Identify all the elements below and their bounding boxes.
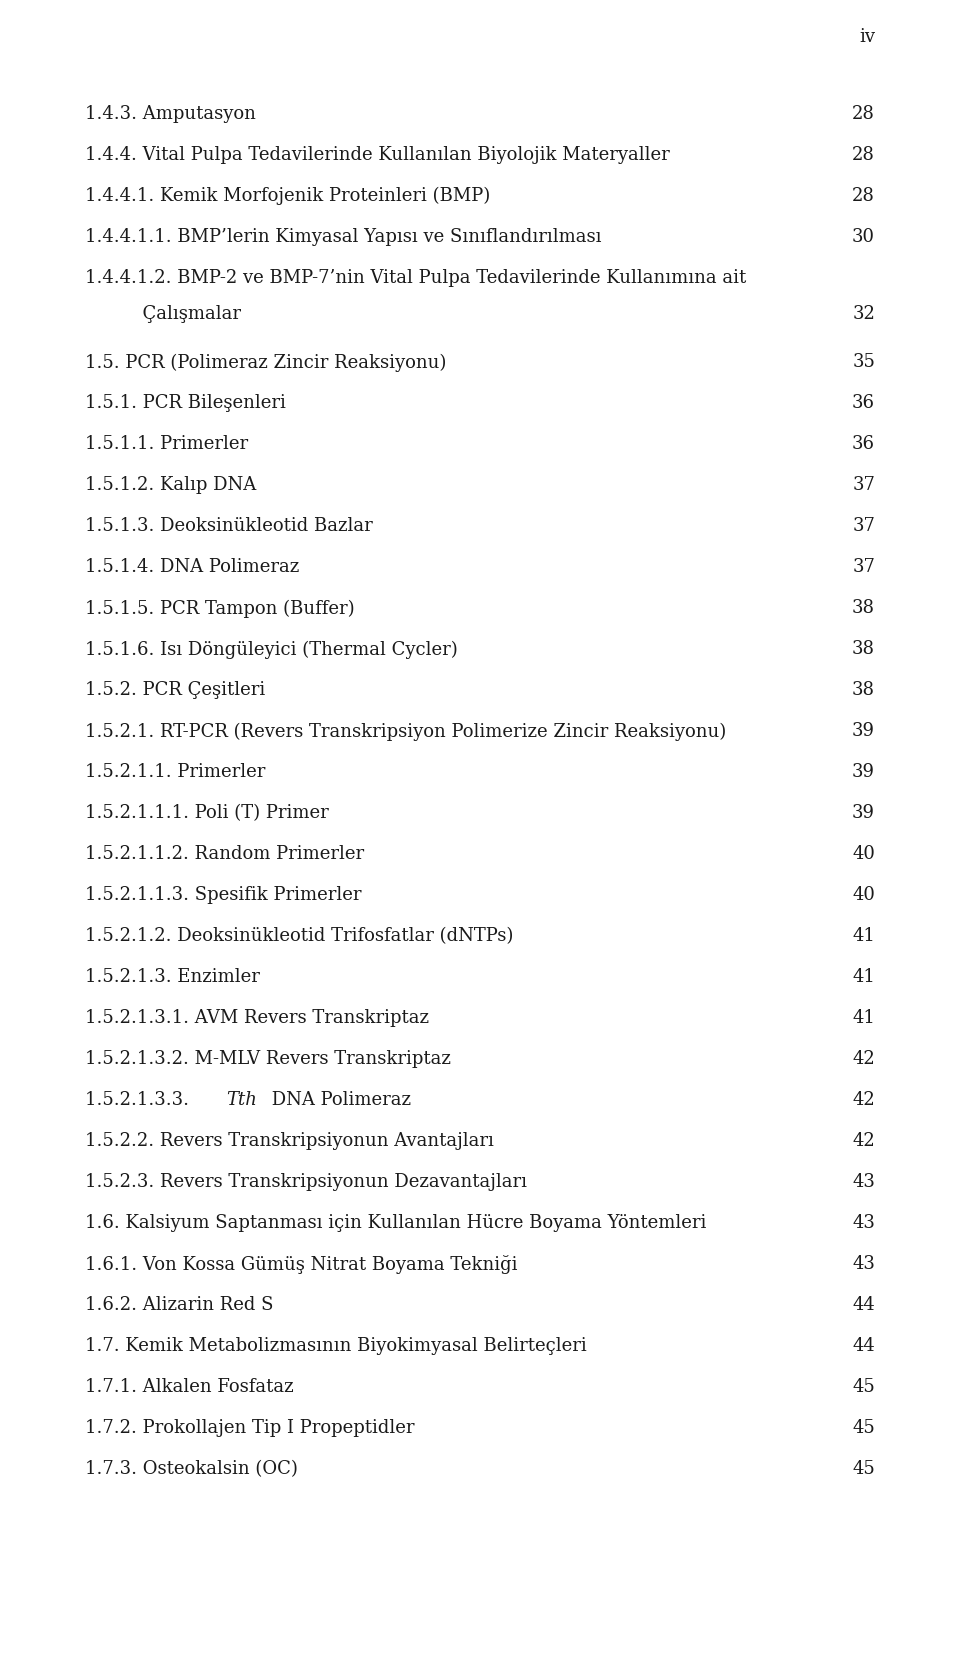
Text: 1.5.1.1. Primerler: 1.5.1.1. Primerler [85,436,248,453]
Text: 35: 35 [852,353,875,371]
Text: 1.5.2.1. RT-PCR (Revers Transkripsiyon Polimerize Zincir Reaksiyonu): 1.5.2.1. RT-PCR (Revers Transkripsiyon P… [85,722,727,740]
Text: 38: 38 [852,681,875,699]
Text: 37: 37 [852,557,875,576]
Text: 1.5.2.3. Revers Transkripsiyonun Dezavantajları: 1.5.2.3. Revers Transkripsiyonun Dezavan… [85,1173,527,1191]
Text: 40: 40 [852,845,875,864]
Text: 28: 28 [852,186,875,205]
Text: Çalışmalar: Çalışmalar [85,305,241,323]
Text: 1.5.2.1.1.3. Spesifik Primerler: 1.5.2.1.1.3. Spesifik Primerler [85,885,362,904]
Text: 1.5. PCR (Polimeraz Zincir Reaksiyonu): 1.5. PCR (Polimeraz Zincir Reaksiyonu) [85,353,446,371]
Text: 1.5.1.4. DNA Polimeraz: 1.5.1.4. DNA Polimeraz [85,557,300,576]
Text: 1.5.2.1.2. Deoksinükleotid Trifosfatlar (dNTPs): 1.5.2.1.2. Deoksinükleotid Trifosfatlar … [85,927,514,945]
Text: 37: 37 [852,476,875,494]
Text: 1.7.1. Alkalen Fosfataz: 1.7.1. Alkalen Fosfataz [85,1378,294,1396]
Text: 39: 39 [852,722,875,740]
Text: 41: 41 [852,927,875,945]
Text: 1.7. Kemik Metabolizmasının Biyokimyasal Belirteçleri: 1.7. Kemik Metabolizmasının Biyokimyasal… [85,1336,587,1354]
Text: 1.5.2.1.3. Enzimler: 1.5.2.1.3. Enzimler [85,968,260,985]
Text: 1.6.2. Alizarin Red S: 1.6.2. Alizarin Red S [85,1296,274,1313]
Text: 30: 30 [852,228,875,246]
Text: 1.4.4.1.2. BMP-2 ve BMP-7’nin Vital Pulpa Tedavilerinde Kullanımına ait: 1.4.4.1.2. BMP-2 ve BMP-7’nin Vital Pulp… [85,270,746,286]
Text: 1.5.1. PCR Bileşenleri: 1.5.1. PCR Bileşenleri [85,394,286,413]
Text: 1.5.2.1.3.2. M-MLV Revers Transkriptaz: 1.5.2.1.3.2. M-MLV Revers Transkriptaz [85,1050,451,1068]
Text: 1.5.1.6. Isı Döngüleyici (Thermal Cycler): 1.5.1.6. Isı Döngüleyici (Thermal Cycler… [85,641,458,659]
Text: 1.5.2. PCR Çeşitleri: 1.5.2. PCR Çeşitleri [85,681,265,699]
Text: 1.4.4.1. Kemik Morfojenik Proteinleri (BMP): 1.4.4.1. Kemik Morfojenik Proteinleri (B… [85,186,491,205]
Text: 1.5.2.1.1. Primerler: 1.5.2.1.1. Primerler [85,764,265,780]
Text: 1.5.1.2. Kalıp DNA: 1.5.1.2. Kalıp DNA [85,476,256,494]
Text: 1.5.2.2. Revers Transkripsiyonun Avantajları: 1.5.2.2. Revers Transkripsiyonun Avantaj… [85,1132,493,1150]
Text: 28: 28 [852,105,875,123]
Text: 45: 45 [852,1378,875,1396]
Text: 1.6.1. Von Kossa Gümüş Nitrat Boyama Tekniği: 1.6.1. Von Kossa Gümüş Nitrat Boyama Tek… [85,1255,517,1273]
Text: 38: 38 [852,599,875,617]
Text: 41: 41 [852,1008,875,1027]
Text: 44: 44 [852,1296,875,1313]
Text: 43: 43 [852,1255,875,1273]
Text: 36: 36 [852,436,875,453]
Text: 42: 42 [852,1132,875,1150]
Text: 1.4.4.1.1. BMP’lerin Kimyasal Yapısı ve Sınıflandırılması: 1.4.4.1.1. BMP’lerin Kimyasal Yapısı ve … [85,228,602,246]
Text: 1.6. Kalsiyum Saptanması için Kullanılan Hücre Boyama Yöntemleri: 1.6. Kalsiyum Saptanması için Kullanılan… [85,1213,707,1231]
Text: 1.5.2.1.1.1. Poli (T) Primer: 1.5.2.1.1.1. Poli (T) Primer [85,804,328,822]
Text: 28: 28 [852,146,875,163]
Text: 38: 38 [852,641,875,657]
Text: Tth: Tth [227,1092,257,1108]
Text: 1.4.3. Amputasyon: 1.4.3. Amputasyon [85,105,256,123]
Text: 1.5.2.1.3.1. AVM Revers Transkriptaz: 1.5.2.1.3.1. AVM Revers Transkriptaz [85,1008,429,1027]
Text: 1.5.1.3. Deoksinükleotid Bazlar: 1.5.1.3. Deoksinükleotid Bazlar [85,518,372,536]
Text: 1.7.3. Osteokalsin (OC): 1.7.3. Osteokalsin (OC) [85,1459,298,1478]
Text: 45: 45 [852,1419,875,1436]
Text: iv: iv [859,28,875,47]
Text: 39: 39 [852,804,875,822]
Text: 42: 42 [852,1092,875,1108]
Text: 1.4.4. Vital Pulpa Tedavilerinde Kullanılan Biyolojik Materyaller: 1.4.4. Vital Pulpa Tedavilerinde Kullanı… [85,146,670,163]
Text: 1.7.2. Prokollajen Tip I Propeptidler: 1.7.2. Prokollajen Tip I Propeptidler [85,1419,415,1436]
Text: DNA Polimeraz: DNA Polimeraz [267,1092,412,1108]
Text: 41: 41 [852,968,875,985]
Text: 39: 39 [852,764,875,780]
Text: 43: 43 [852,1173,875,1191]
Text: 32: 32 [852,305,875,323]
Text: 36: 36 [852,394,875,413]
Text: 45: 45 [852,1459,875,1478]
Text: 1.5.1.5. PCR Tampon (Buffer): 1.5.1.5. PCR Tampon (Buffer) [85,599,354,617]
Text: 43: 43 [852,1213,875,1231]
Text: 37: 37 [852,518,875,536]
Text: 40: 40 [852,885,875,904]
Text: 42: 42 [852,1050,875,1068]
Text: 44: 44 [852,1336,875,1354]
Text: 1.5.2.1.3.3.: 1.5.2.1.3.3. [85,1092,195,1108]
Text: 1.5.2.1.1.2. Random Primerler: 1.5.2.1.1.2. Random Primerler [85,845,364,864]
